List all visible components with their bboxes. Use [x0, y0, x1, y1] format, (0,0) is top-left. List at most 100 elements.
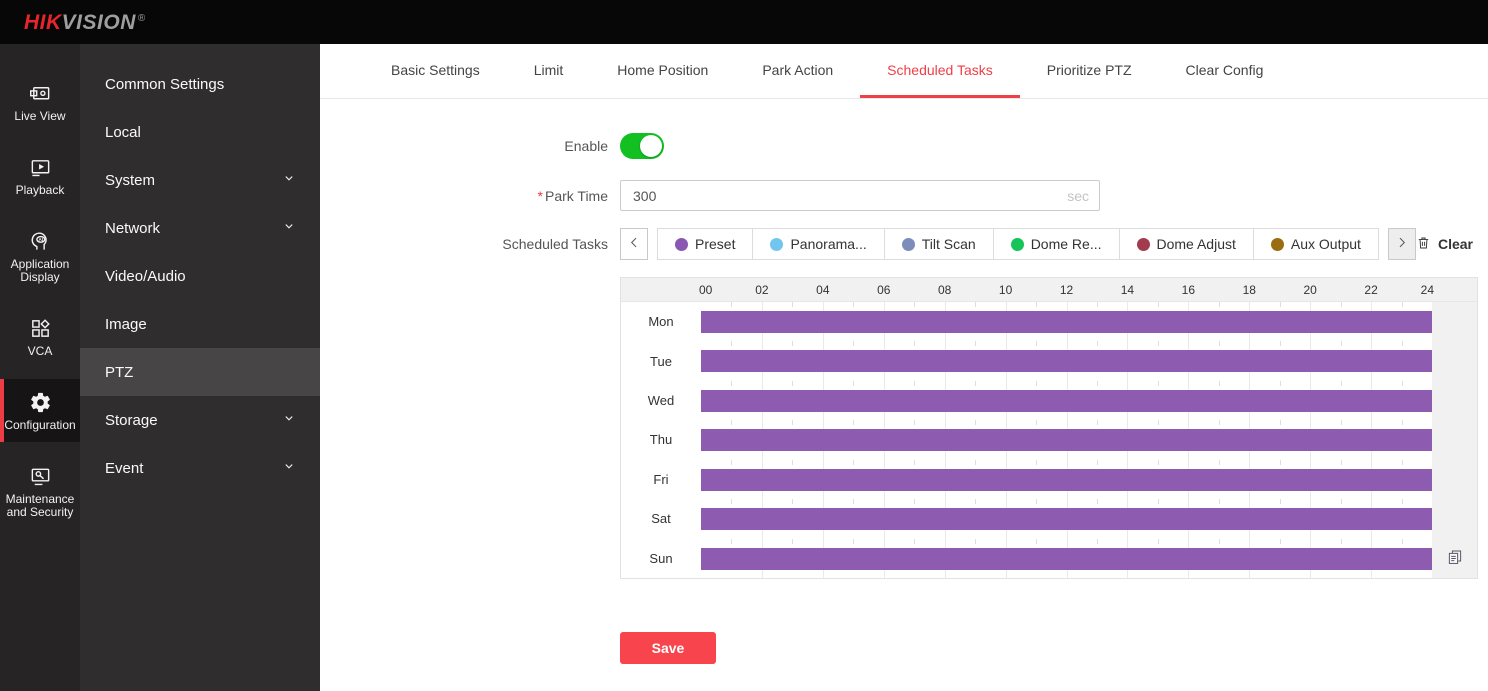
registered-mark: ® — [137, 12, 146, 24]
hour-tick — [731, 341, 733, 347]
schedule-bar-wed[interactable] — [701, 389, 1432, 412]
sidebar-item-label: Network — [105, 219, 161, 237]
time-axis-label: 14 — [1120, 283, 1135, 297]
schedule-track-tue[interactable] — [701, 341, 1432, 381]
task-type-panorama[interactable]: Panorama... — [752, 228, 885, 260]
schedule-track-sat[interactable] — [701, 499, 1432, 539]
task-type-dome-adjust[interactable]: Dome Adjust — [1118, 228, 1254, 260]
hour-tick — [975, 341, 977, 347]
hour-tick — [975, 380, 977, 386]
time-axis-label: 24 — [1420, 283, 1435, 297]
tab-home-position[interactable]: Home Position — [590, 44, 735, 98]
schedule-row-fri: Fri — [621, 459, 1432, 500]
application-display-icon: AI — [29, 230, 52, 253]
schedule-track-wed[interactable] — [701, 380, 1432, 421]
sidebar-item-image[interactable]: Image — [80, 300, 320, 348]
hour-tick — [975, 302, 977, 307]
sidebar-item-label: System — [105, 171, 156, 189]
copy-schedule-button[interactable] — [1446, 548, 1464, 570]
rail-item-maintenance-and-security[interactable]: Maintenance and Security — [0, 453, 80, 529]
time-axis-label: 20 — [1303, 283, 1317, 297]
hour-tick — [1096, 420, 1098, 426]
sidebar-item-local[interactable]: Local — [80, 108, 320, 156]
rail-item-live-view[interactable]: Live View — [0, 70, 80, 133]
sidebar-item-video-audio[interactable]: Video/Audio — [80, 252, 320, 300]
task-color-dot — [770, 237, 784, 251]
task-type-label: Aux Output — [1290, 236, 1361, 252]
logo-hik: HIK — [24, 10, 62, 34]
rail-item-application-display[interactable]: AI Application Display — [0, 218, 80, 294]
rail-item-playback[interactable]: Playback — [0, 144, 80, 207]
sidebar-item-system[interactable]: System — [80, 156, 320, 204]
schedule-bar-thu[interactable] — [701, 429, 1432, 452]
toggle-knob — [640, 135, 662, 157]
hour-tick — [1036, 380, 1038, 386]
park-time-input[interactable] — [631, 186, 1068, 205]
schedule-bar-mon[interactable] — [701, 311, 1432, 333]
clear-button[interactable]: Clear — [1416, 235, 1473, 254]
hour-tick — [853, 341, 855, 347]
hour-tick — [853, 420, 855, 426]
rail-item-label: Live View — [14, 109, 66, 123]
enable-toggle[interactable] — [620, 133, 664, 159]
hikvision-logo: HIKVISION ® — [24, 12, 146, 33]
hour-tick — [1401, 499, 1403, 505]
hour-tick — [731, 420, 733, 426]
schedule-track-fri[interactable] — [701, 459, 1432, 500]
hour-tick — [914, 459, 916, 465]
park-time-field: sec — [620, 180, 1100, 211]
sidebar-item-storage[interactable]: Storage — [80, 396, 320, 444]
schedule-bar-sun[interactable] — [701, 547, 1432, 570]
hour-tick — [731, 538, 733, 544]
schedule-track-sun[interactable] — [701, 538, 1432, 578]
task-type-dome-re[interactable]: Dome Re... — [992, 228, 1120, 260]
hour-tick — [914, 380, 916, 386]
time-axis-label: 02 — [755, 283, 769, 297]
tab-park-action[interactable]: Park Action — [735, 44, 860, 98]
day-label: Wed — [647, 393, 675, 409]
schedule-bar-tue[interactable] — [701, 350, 1432, 373]
hour-tick — [975, 538, 977, 544]
sidebar-item-event[interactable]: Event — [80, 444, 320, 492]
task-type-preset[interactable]: Preset — [657, 228, 754, 260]
tab-limit[interactable]: Limit — [507, 44, 591, 98]
hour-tick — [1036, 459, 1038, 465]
hour-tick — [914, 538, 916, 544]
task-color-dot — [901, 237, 915, 251]
sidebar-item-common-settings[interactable]: Common Settings — [80, 60, 320, 108]
rail-item-label: Configuration — [4, 418, 76, 432]
rail-item-vca[interactable]: VCA — [0, 305, 80, 368]
hour-tick — [853, 538, 855, 544]
sidebar-item-label: PTZ — [105, 363, 134, 381]
schedule-bar-sat[interactable] — [701, 508, 1432, 531]
hour-tick — [1036, 302, 1038, 307]
scheduled-tasks-content: Enable *Park Time sec Scheduled Tasks Pr… — [320, 99, 1488, 691]
hour-tick — [792, 341, 794, 347]
schedule-track-thu[interactable] — [701, 420, 1432, 460]
schedule-bar-fri[interactable] — [701, 468, 1432, 491]
tab-basic-settings[interactable]: Basic Settings — [364, 44, 507, 98]
tab-clear-config[interactable]: Clear Config — [1159, 44, 1291, 98]
task-type-label: Dome Adjust — [1156, 236, 1236, 252]
sidebar-item-ptz[interactable]: PTZ — [80, 348, 320, 396]
tab-prioritize-ptz[interactable]: Prioritize PTZ — [1020, 44, 1159, 98]
save-button[interactable]: Save — [620, 632, 716, 664]
tab-scheduled-tasks[interactable]: Scheduled Tasks — [860, 44, 1020, 98]
required-asterisk: * — [537, 187, 543, 204]
scheduled-tasks-row: Scheduled Tasks Preset Panorama... Tilt Sc… — [320, 228, 1488, 260]
hour-tick — [1340, 499, 1342, 505]
task-scroll-left-button[interactable] — [620, 228, 648, 260]
hour-tick — [1157, 499, 1159, 505]
schedule-track-mon[interactable] — [701, 302, 1432, 342]
task-type-aux-output[interactable]: Aux Output — [1252, 228, 1379, 260]
rail-item-configuration[interactable]: Configuration — [0, 379, 80, 442]
sidebar-item-network[interactable]: Network — [80, 204, 320, 252]
hour-tick — [731, 302, 733, 307]
task-scroll-right-button[interactable] — [1387, 228, 1416, 260]
task-color-dot — [1136, 237, 1150, 251]
task-type-tilt-scan[interactable]: Tilt Scan — [883, 228, 994, 260]
hour-tick — [1218, 341, 1220, 347]
hour-tick — [975, 499, 977, 505]
time-axis-label: 22 — [1364, 283, 1378, 297]
hour-tick — [1096, 341, 1098, 347]
